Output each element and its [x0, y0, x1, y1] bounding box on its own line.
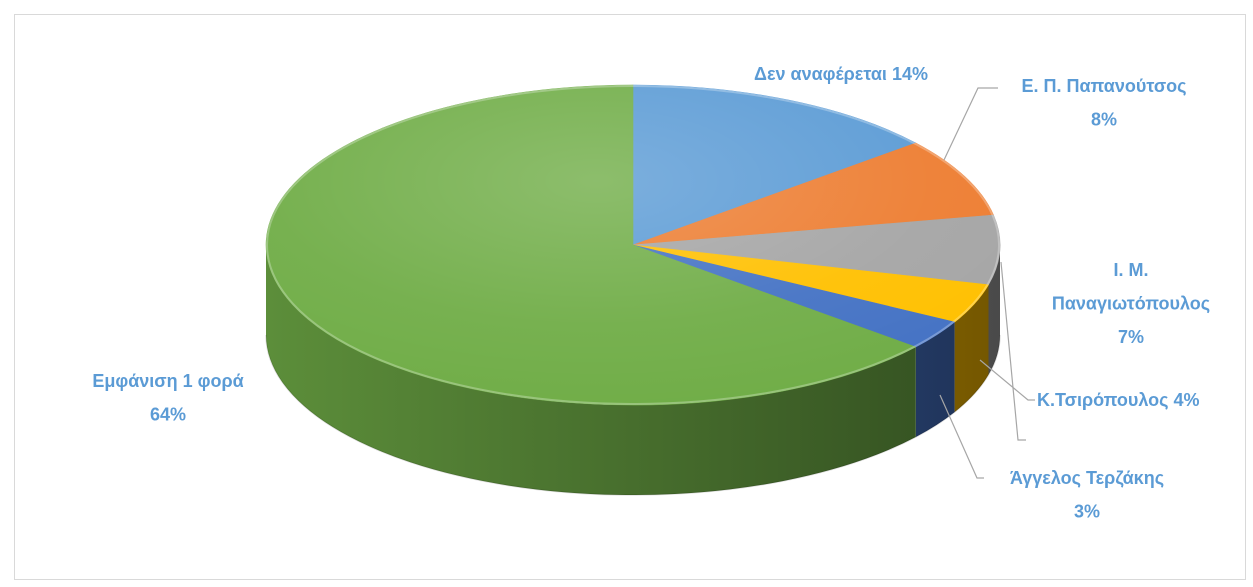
pie-sides [265, 245, 1001, 496]
category-label-1: Ε. Π. Παπανούτσος [1021, 76, 1186, 96]
percent-label-1: 8% [1091, 110, 1117, 130]
data-labels: Δεν αναφέρεται 14% Ε. Π. Παπανούτσος 8% Ι. Μ… [92, 64, 1210, 522]
data-label-1-line: Ε. Π. Παπανούτσος [1021, 76, 1186, 96]
data-label-5-line: 64% [150, 405, 186, 425]
category-label-3: Κ.Τσιρόπουλος [1037, 390, 1169, 410]
data-label-2: Ι. Μ. Παναγιωτόπουλος 7% [1052, 260, 1210, 347]
category-label-0: Δεν αναφέρεται [754, 64, 887, 84]
data-label-0: Δεν αναφέρεται 14% [754, 64, 928, 84]
data-label-4: Άγγελος Τερζάκης 3% [1010, 468, 1164, 522]
percent-label-2: 7% [1118, 327, 1144, 347]
data-label-2-line: Παναγιωτόπουλος [1052, 294, 1210, 314]
data-label-2-line: 7% [1118, 327, 1144, 347]
slice-side-3 [954, 284, 989, 413]
data-label-1: Ε. Π. Παπανούτσος 8% [1021, 76, 1186, 130]
data-label-3: Κ.Τσιρόπουλος 4% [1037, 390, 1200, 410]
slice-side-4 [915, 322, 955, 437]
pie-sheen [265, 85, 1001, 496]
leader-line-3 [979, 359, 1035, 401]
top-sheen [266, 85, 1000, 405]
category-label-4: Άγγελος Τερζάκης [1010, 468, 1164, 489]
category-label-2-part: Ι. Μ. [1114, 260, 1149, 280]
percent-label-4: 3% [1074, 502, 1100, 522]
category-label-2-part: Παναγιωτόπουλος [1052, 294, 1210, 314]
data-label-5: Εμφάνιση 1 φορά 64% [92, 371, 243, 425]
top-rim [266, 85, 1000, 405]
data-label-5-line: Εμφάνιση 1 φορά [92, 371, 243, 391]
category-label-5: Εμφάνιση 1 φορά [92, 371, 243, 391]
bottom-edge [265, 334, 1001, 496]
percent-label-0: 14% [892, 64, 928, 84]
data-label-4-line: 3% [1074, 502, 1100, 522]
leader-line-1 [943, 87, 998, 161]
leader-lines [939, 87, 1035, 479]
slice-side-5 [265, 245, 916, 496]
percent-label-3: 4% [1174, 390, 1200, 410]
leader-line-4 [939, 394, 984, 479]
data-label-3-line: Κ.Τσιρόπουλος 4% [1037, 390, 1200, 410]
percent-label-5: 64% [150, 405, 186, 425]
data-label-0-line: Δεν αναφέρεται 14% [754, 64, 928, 84]
data-label-1-line: 8% [1091, 110, 1117, 130]
data-label-4-line: Άγγελος Τερζάκης [1010, 468, 1164, 489]
slice-side-2 [988, 245, 1001, 375]
leader-line-2 [1000, 261, 1026, 441]
data-label-2-line: Ι. Μ. [1114, 260, 1149, 280]
